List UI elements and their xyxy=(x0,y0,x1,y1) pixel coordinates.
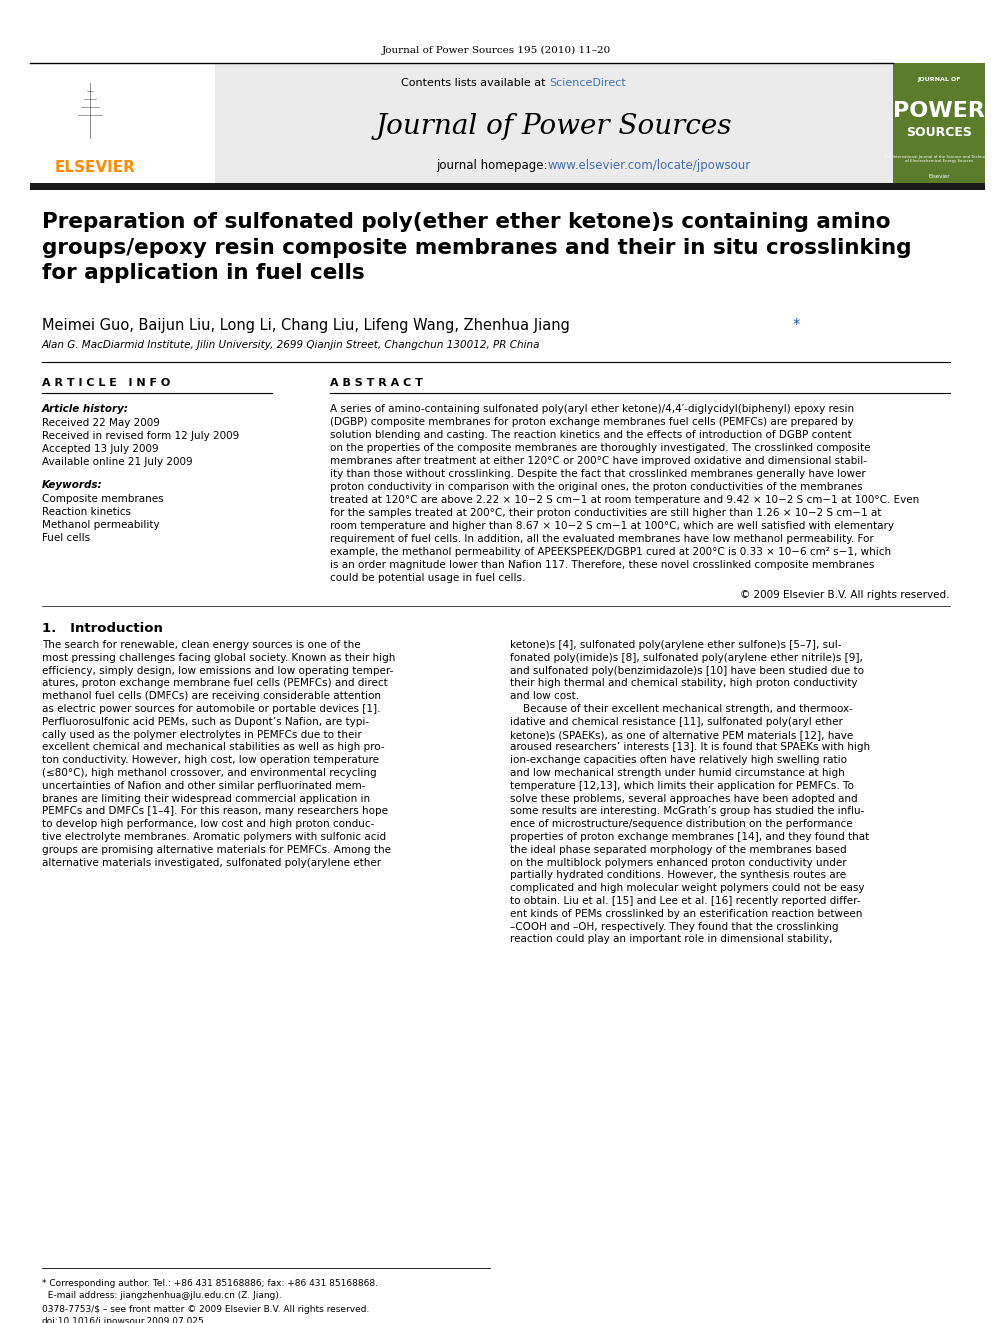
Text: aroused researchers’ interests [13]. It is found that SPAEKs with high: aroused researchers’ interests [13]. It … xyxy=(510,742,870,753)
Text: A series of amino-containing sulfonated poly(aryl ether ketone)/4,4′-diglycidyl(: A series of amino-containing sulfonated … xyxy=(330,404,854,414)
Text: branes are limiting their widespread commercial application in: branes are limiting their widespread com… xyxy=(42,794,370,803)
Text: * Corresponding author. Tel.: +86 431 85168886; fax: +86 431 85168868.: * Corresponding author. Tel.: +86 431 85… xyxy=(42,1279,378,1289)
Text: idative and chemical resistance [11], sulfonated poly(aryl ether: idative and chemical resistance [11], su… xyxy=(510,717,843,726)
Text: The search for renewable, clean energy sources is one of the: The search for renewable, clean energy s… xyxy=(42,640,361,650)
Text: on the properties of the composite membranes are thoroughly investigated. The cr: on the properties of the composite membr… xyxy=(330,443,871,452)
Text: A R T I C L E   I N F O: A R T I C L E I N F O xyxy=(42,378,171,388)
Text: Article history:: Article history: xyxy=(42,404,129,414)
Text: solution blending and casting. The reaction kinetics and the effects of introduc: solution blending and casting. The react… xyxy=(330,430,851,441)
Bar xyxy=(893,64,985,185)
Text: temperature [12,13], which limits their application for PEMFCs. To: temperature [12,13], which limits their … xyxy=(510,781,854,791)
Text: ELSEVIER: ELSEVIER xyxy=(55,160,136,176)
Text: Journal of Power Sources: Journal of Power Sources xyxy=(376,112,732,139)
Text: Perfluorosulfonic acid PEMs, such as Dupont’s Nafion, are typi-: Perfluorosulfonic acid PEMs, such as Dup… xyxy=(42,717,369,726)
Text: for the samples treated at 200°C, their proton conductivities are still higher t: for the samples treated at 200°C, their … xyxy=(330,508,881,519)
Text: efficiency, simply design, low emissions and low operating temper-: efficiency, simply design, low emissions… xyxy=(42,665,394,676)
Text: Composite membranes: Composite membranes xyxy=(42,493,164,504)
Text: A B S T R A C T: A B S T R A C T xyxy=(330,378,423,388)
Text: and low cost.: and low cost. xyxy=(510,691,579,701)
Text: Preparation of sulfonated poly(ether ether ketone)s containing amino
groups/epox: Preparation of sulfonated poly(ether eth… xyxy=(42,212,912,283)
Text: 0378-7753/$ – see front matter © 2009 Elsevier B.V. All rights reserved.: 0378-7753/$ – see front matter © 2009 El… xyxy=(42,1304,369,1314)
Text: Accepted 13 July 2009: Accepted 13 July 2009 xyxy=(42,445,159,454)
Text: methanol fuel cells (DMFCs) are receiving considerable attention: methanol fuel cells (DMFCs) are receivin… xyxy=(42,691,381,701)
Text: www.elsevier.com/locate/jpowsour: www.elsevier.com/locate/jpowsour xyxy=(547,159,750,172)
Text: *: * xyxy=(793,318,801,333)
Text: Alan G. MacDiarmid Institute, Jilin University, 2699 Qianjin Street, Changchun 1: Alan G. MacDiarmid Institute, Jilin Univ… xyxy=(42,340,541,351)
Text: tive electrolyte membranes. Aromatic polymers with sulfonic acid: tive electrolyte membranes. Aromatic pol… xyxy=(42,832,386,841)
Text: cally used as the polymer electrolytes in PEMFCs due to their: cally used as the polymer electrolytes i… xyxy=(42,729,362,740)
Bar xyxy=(215,64,893,185)
Text: ence of microstructure/sequence distribution on the performance: ence of microstructure/sequence distribu… xyxy=(510,819,853,830)
Text: proton conductivity in comparison with the original ones, the proton conductivit: proton conductivity in comparison with t… xyxy=(330,482,863,492)
Text: and low mechanical strength under humid circumstance at high: and low mechanical strength under humid … xyxy=(510,767,845,778)
Text: ton conductivity. However, high cost, low operation temperature: ton conductivity. However, high cost, lo… xyxy=(42,755,379,765)
Text: excellent chemical and mechanical stabilities as well as high pro-: excellent chemical and mechanical stabil… xyxy=(42,742,385,753)
Text: Contents lists available at: Contents lists available at xyxy=(401,78,549,89)
Text: requirement of fuel cells. In addition, all the evaluated membranes have low met: requirement of fuel cells. In addition, … xyxy=(330,534,874,544)
Text: Fuel cells: Fuel cells xyxy=(42,533,90,542)
Text: ity than those without crosslinking. Despite the fact that crosslinked membranes: ity than those without crosslinking. Des… xyxy=(330,468,866,479)
Text: Received in revised form 12 July 2009: Received in revised form 12 July 2009 xyxy=(42,431,239,441)
Text: ent kinds of PEMs crosslinked by an esterification reaction between: ent kinds of PEMs crosslinked by an este… xyxy=(510,909,862,918)
Text: solve these problems, several approaches have been adopted and: solve these problems, several approaches… xyxy=(510,794,858,803)
Text: PEMFCs and DMFCs [1–4]. For this reason, many researchers hope: PEMFCs and DMFCs [1–4]. For this reason,… xyxy=(42,807,388,816)
Bar xyxy=(30,64,215,185)
Text: to obtain. Liu et al. [15] and Lee et al. [16] recently reported differ-: to obtain. Liu et al. [15] and Lee et al… xyxy=(510,896,861,906)
Text: ScienceDirect: ScienceDirect xyxy=(549,78,626,89)
Text: properties of proton exchange membranes [14], and they found that: properties of proton exchange membranes … xyxy=(510,832,869,841)
Text: POWER: POWER xyxy=(893,101,985,120)
Text: journal homepage:: journal homepage: xyxy=(436,159,552,172)
Text: as electric power sources for automobile or portable devices [1].: as electric power sources for automobile… xyxy=(42,704,381,714)
Text: Keywords:: Keywords: xyxy=(42,480,102,490)
Text: Methanol permeability: Methanol permeability xyxy=(42,520,160,531)
Text: ketone)s [4], sulfonated poly(arylene ether sulfone)s [5–7], sul-: ketone)s [4], sulfonated poly(arylene et… xyxy=(510,640,841,650)
Text: Meimei Guo, Baijun Liu, Long Li, Chang Liu, Lifeng Wang, Zhenhua Jiang: Meimei Guo, Baijun Liu, Long Li, Chang L… xyxy=(42,318,569,333)
Text: 1.   Introduction: 1. Introduction xyxy=(42,622,163,635)
Text: The International Journal of the Science and Technology
of Electrochemical Energ: The International Journal of the Science… xyxy=(884,155,992,163)
Text: JOURNAL OF: JOURNAL OF xyxy=(918,77,960,82)
Text: Reaction kinetics: Reaction kinetics xyxy=(42,507,131,517)
Text: to develop high performance, low cost and high proton conduc-: to develop high performance, low cost an… xyxy=(42,819,374,830)
Text: the ideal phase separated morphology of the membranes based: the ideal phase separated morphology of … xyxy=(510,845,846,855)
Text: (DGBP) composite membranes for proton exchange membranes fuel cells (PEMFCs) are: (DGBP) composite membranes for proton ex… xyxy=(330,417,854,427)
Text: doi:10.1016/j.jpowsour.2009.07.025: doi:10.1016/j.jpowsour.2009.07.025 xyxy=(42,1316,204,1323)
Text: some results are interesting. McGrath’s group has studied the influ-: some results are interesting. McGrath’s … xyxy=(510,807,864,816)
Text: Received 22 May 2009: Received 22 May 2009 xyxy=(42,418,160,429)
Text: treated at 120°C are above 2.22 × 10−2 S cm−1 at room temperature and 9.42 × 10−: treated at 120°C are above 2.22 × 10−2 S… xyxy=(330,495,920,505)
Text: is an order magnitude lower than Nafion 117. Therefore, these novel crosslinked : is an order magnitude lower than Nafion … xyxy=(330,560,874,570)
Text: example, the methanol permeability of APEEKSPEEK/DGBP1 cured at 200°C is 0.33 × : example, the methanol permeability of AP… xyxy=(330,546,891,557)
Text: complicated and high molecular weight polymers could not be easy: complicated and high molecular weight po… xyxy=(510,884,864,893)
Text: most pressing challenges facing global society. Known as their high: most pressing challenges facing global s… xyxy=(42,652,396,663)
Text: room temperature and higher than 8.67 × 10−2 S cm−1 at 100°C, which are well sat: room temperature and higher than 8.67 × … xyxy=(330,521,894,531)
Text: alternative materials investigated, sulfonated poly(arylene ether: alternative materials investigated, sulf… xyxy=(42,857,381,868)
Bar xyxy=(30,183,985,191)
Text: Journal of Power Sources 195 (2010) 11–20: Journal of Power Sources 195 (2010) 11–2… xyxy=(381,45,611,54)
Text: reaction could play an important role in dimensional stability,: reaction could play an important role in… xyxy=(510,934,832,945)
Text: their high thermal and chemical stability, high proton conductivity: their high thermal and chemical stabilit… xyxy=(510,679,857,688)
Text: fonated poly(imide)s [8], sulfonated poly(arylene ether nitrile)s [9],: fonated poly(imide)s [8], sulfonated pol… xyxy=(510,652,863,663)
Text: (≤80°C), high methanol crossover, and environmental recycling: (≤80°C), high methanol crossover, and en… xyxy=(42,767,377,778)
Text: © 2009 Elsevier B.V. All rights reserved.: © 2009 Elsevier B.V. All rights reserved… xyxy=(740,590,950,601)
Text: on the multiblock polymers enhanced proton conductivity under: on the multiblock polymers enhanced prot… xyxy=(510,857,846,868)
Text: ketone)s (SPAEKs), as one of alternative PEM materials [12], have: ketone)s (SPAEKs), as one of alternative… xyxy=(510,729,853,740)
Text: uncertainties of Nafion and other similar perfluorinated mem-: uncertainties of Nafion and other simila… xyxy=(42,781,365,791)
Text: SOURCES: SOURCES xyxy=(906,127,972,139)
Text: atures, proton exchange membrane fuel cells (PEMFCs) and direct: atures, proton exchange membrane fuel ce… xyxy=(42,679,388,688)
Text: E-mail address: jiangzhenhua@jlu.edu.cn (Z. Jiang).: E-mail address: jiangzhenhua@jlu.edu.cn … xyxy=(42,1291,282,1301)
Text: –COOH and –OH, respectively. They found that the crosslinking: –COOH and –OH, respectively. They found … xyxy=(510,922,838,931)
Text: membranes after treatment at either 120°C or 200°C have improved oxidative and d: membranes after treatment at either 120°… xyxy=(330,456,867,466)
Text: Because of their excellent mechanical strength, and thermoox-: Because of their excellent mechanical st… xyxy=(510,704,853,714)
Text: Elsevier: Elsevier xyxy=(929,173,949,179)
Text: partially hydrated conditions. However, the synthesis routes are: partially hydrated conditions. However, … xyxy=(510,871,846,880)
Text: ion-exchange capacities often have relatively high swelling ratio: ion-exchange capacities often have relat… xyxy=(510,755,847,765)
Text: could be potential usage in fuel cells.: could be potential usage in fuel cells. xyxy=(330,573,526,583)
Text: groups are promising alternative materials for PEMFCs. Among the: groups are promising alternative materia… xyxy=(42,845,391,855)
Text: and sulfonated poly(benzimidazole)s [10] have been studied due to: and sulfonated poly(benzimidazole)s [10]… xyxy=(510,665,864,676)
Text: Available online 21 July 2009: Available online 21 July 2009 xyxy=(42,456,192,467)
